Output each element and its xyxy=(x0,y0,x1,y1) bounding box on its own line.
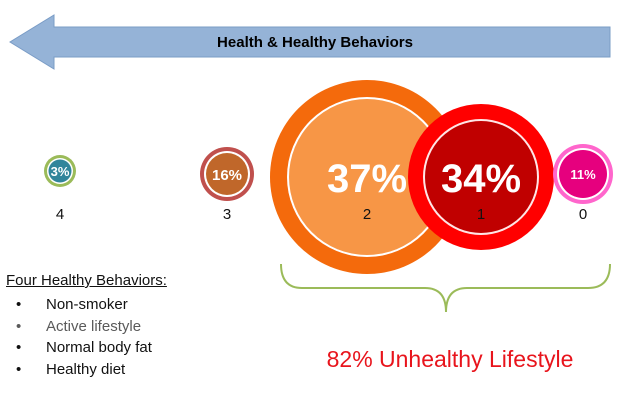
legend-item: Non-smoker xyxy=(6,294,152,316)
summary-text: 82% Unhealthy Lifestyle xyxy=(326,346,574,372)
percent-label: 34% xyxy=(441,157,521,201)
behavior-count-label: 2 xyxy=(362,206,372,223)
bubble-group-0: 11% xyxy=(553,144,613,204)
behavior-count-label: 0 xyxy=(578,206,588,223)
percent-label: 3% xyxy=(51,164,70,179)
bubble-group-2: 37% xyxy=(270,80,464,274)
legend-item: Healthy diet xyxy=(6,359,152,381)
bubble-fill xyxy=(206,153,248,195)
percent-label: 11% xyxy=(570,167,596,182)
bubble-fill xyxy=(559,150,607,198)
bubble-group-4: 3% xyxy=(44,155,76,187)
arrow-title: Health & Healthy Behaviors xyxy=(217,34,413,51)
legend-item: Active lifestyle xyxy=(6,316,152,338)
bubble-fill xyxy=(48,159,72,183)
bubble-fill xyxy=(289,99,445,255)
behavior-count-label: 4 xyxy=(55,206,65,223)
legend-item: Normal body fat xyxy=(6,337,152,359)
unhealthy-bracket xyxy=(280,263,611,313)
direction-arrow xyxy=(9,14,611,70)
behavior-count-label: 3 xyxy=(222,206,232,223)
bubble-group-3: 16% xyxy=(200,147,254,201)
behavior-count-label: 1 xyxy=(476,206,486,223)
bubble-group-1: 34% xyxy=(408,104,554,250)
percent-label: 16% xyxy=(212,167,242,184)
legend-list: Non-smoker Active lifestyle Normal body … xyxy=(6,294,152,380)
bubble-diagram: 3% 16% 37% 34% 11% xyxy=(44,80,613,313)
bubble-fill xyxy=(425,121,537,233)
percent-label: 37% xyxy=(327,157,407,201)
legend-title: Four Healthy Behaviors: xyxy=(6,272,167,289)
